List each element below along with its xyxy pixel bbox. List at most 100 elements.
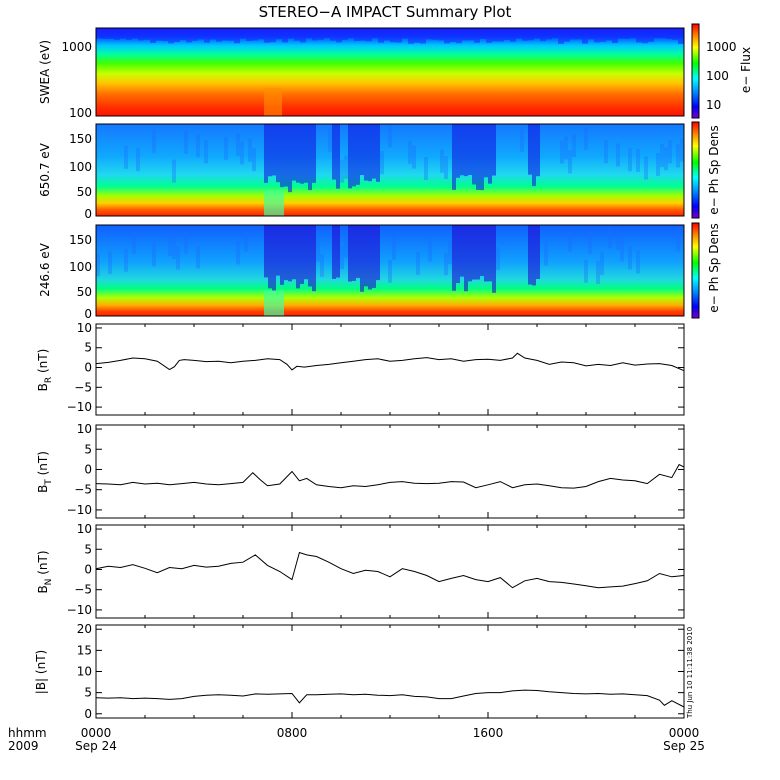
spectrum-texture bbox=[678, 28, 684, 44]
spectrum-texture bbox=[184, 231, 188, 255]
spectrum-texture bbox=[294, 28, 300, 41]
spectrum-texture bbox=[344, 235, 348, 258]
swea-colorbar-label: e− Flux bbox=[739, 47, 753, 93]
pad650-variations bbox=[124, 124, 684, 216]
spectrum-texture bbox=[316, 238, 320, 262]
spectrum-texture bbox=[172, 159, 176, 183]
spectrum-texture bbox=[644, 156, 648, 180]
spectrum-texture bbox=[288, 28, 294, 39]
spectrum-texture bbox=[420, 28, 426, 44]
spectrum-texture bbox=[636, 28, 642, 43]
spectrum-texture bbox=[132, 28, 138, 39]
spectrum-texture bbox=[664, 147, 668, 171]
spectrum-texture bbox=[280, 190, 284, 216]
spectrum-texture bbox=[366, 28, 372, 42]
bt-ytick: 10 bbox=[77, 422, 92, 436]
spectrum-texture bbox=[560, 140, 564, 164]
spectrum-texture bbox=[628, 148, 632, 172]
spectrum-texture bbox=[354, 28, 360, 41]
spectrum-texture bbox=[492, 28, 498, 42]
spectrum-texture bbox=[330, 28, 336, 41]
spectrum-texture bbox=[534, 28, 540, 39]
spectrum-texture bbox=[572, 133, 576, 157]
spectrum-texture bbox=[186, 28, 192, 43]
spectrum-texture bbox=[152, 243, 156, 267]
spectrum-texture bbox=[342, 28, 348, 40]
spectrum-texture bbox=[204, 140, 208, 164]
spectrum-texture bbox=[252, 148, 256, 172]
spectrum-texture bbox=[452, 225, 456, 291]
spectrum-texture bbox=[138, 28, 144, 41]
spectrum-texture bbox=[304, 225, 308, 280]
spectrum-texture bbox=[352, 124, 356, 187]
bn-series-line bbox=[95, 551, 685, 589]
spectrum-texture bbox=[372, 225, 376, 288]
bn-panel: 10 5 0 −5 −10 BN (nT) bbox=[36, 522, 685, 619]
spectrum-texture bbox=[522, 28, 528, 41]
spectrum-texture bbox=[96, 253, 100, 277]
spectrum-texture bbox=[408, 28, 414, 44]
spectrum-texture bbox=[270, 88, 276, 116]
spectrum-texture bbox=[472, 124, 476, 185]
spectrum-texture bbox=[676, 144, 680, 168]
spectrum-texture bbox=[488, 124, 492, 184]
spectrum-texture bbox=[236, 132, 240, 156]
x-tick-sublabel: Sep 25 bbox=[663, 739, 705, 753]
cbar-tick-10: 10 bbox=[706, 98, 721, 112]
spectrum-texture bbox=[120, 28, 126, 39]
spectrum-texture bbox=[356, 124, 360, 185]
spectrum-texture bbox=[388, 124, 392, 148]
spectrum-texture bbox=[528, 124, 532, 175]
bt-series-line bbox=[95, 463, 685, 489]
spectrum-texture bbox=[150, 28, 156, 43]
pad246-ylabel: 246.6 eV bbox=[38, 242, 52, 297]
spectrum-texture bbox=[536, 124, 540, 177]
spectrum-texture bbox=[618, 28, 624, 39]
spectrum-texture bbox=[660, 28, 666, 39]
spectrum-texture bbox=[332, 225, 336, 279]
spectrum-texture bbox=[210, 28, 216, 40]
spectrum-texture bbox=[224, 136, 228, 160]
spectrum-texture bbox=[276, 225, 280, 276]
spectrum-texture bbox=[568, 228, 572, 252]
spectrum-texture bbox=[666, 28, 672, 40]
bn-ytick: 10 bbox=[77, 522, 92, 536]
bt-axis-ticks: 10 5 0 −5 −10 bbox=[67, 422, 685, 518]
spectrum-texture bbox=[292, 225, 296, 280]
spectrum-texture bbox=[246, 28, 252, 41]
pad650-spectrogram: 650.7 eV 150 100 50 0 bbox=[38, 123, 685, 221]
spectrum-texture bbox=[444, 28, 450, 44]
spectrum-texture bbox=[192, 28, 198, 41]
spectrum-texture bbox=[628, 246, 632, 270]
pad650-ytick-100: 100 bbox=[69, 160, 92, 174]
spectrum-texture bbox=[532, 124, 536, 187]
plot-title: STEREO−A IMPACT Summary Plot bbox=[259, 3, 512, 21]
spectrum-texture bbox=[676, 228, 680, 252]
spectrum-texture bbox=[320, 254, 324, 277]
spectrum-texture bbox=[456, 28, 462, 44]
spectrum-texture bbox=[636, 148, 640, 172]
spectrum-texture bbox=[660, 144, 664, 168]
spectrum-texture bbox=[276, 124, 280, 183]
spectrum-texture bbox=[364, 225, 368, 287]
spectrum-texture bbox=[600, 252, 604, 276]
spectrum-texture bbox=[174, 28, 180, 43]
pad246-ytick-100: 100 bbox=[69, 260, 92, 274]
spectrum-texture bbox=[114, 28, 120, 40]
spectrum-texture bbox=[440, 149, 444, 173]
spectrum-texture bbox=[318, 28, 324, 40]
spectrum-texture bbox=[364, 124, 368, 181]
pad246-ytick-150: 150 bbox=[69, 233, 92, 247]
x-axis-time-label: hhmm bbox=[8, 726, 47, 740]
swea-ytick-100: 100 bbox=[69, 106, 92, 120]
br-ytick: −5 bbox=[74, 380, 92, 394]
spectrum-texture bbox=[236, 241, 240, 265]
spectrum-texture bbox=[568, 150, 572, 174]
spectrum-texture bbox=[630, 28, 636, 39]
spectrum-texture bbox=[588, 231, 592, 254]
spectrum-texture bbox=[264, 290, 268, 316]
swea-colorbar-scale bbox=[691, 23, 700, 119]
pad650-colorbar: e− Ph Sp Dens bbox=[691, 121, 721, 219]
pad650-ytick-50: 50 bbox=[77, 185, 92, 199]
